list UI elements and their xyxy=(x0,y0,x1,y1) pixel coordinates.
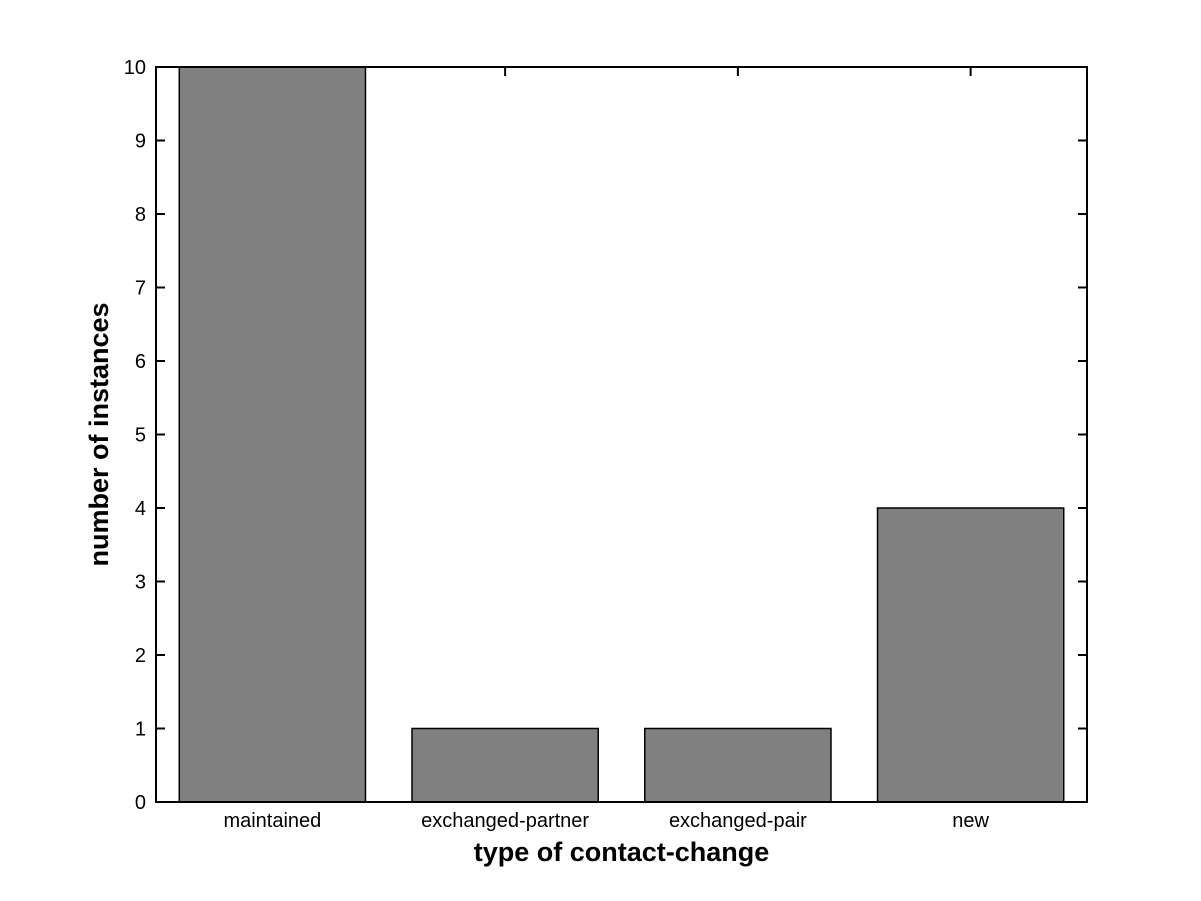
bar-exchanged-partner xyxy=(411,727,599,803)
bar-new xyxy=(876,507,1065,803)
x-tick-label: new xyxy=(952,810,989,832)
y-tick-label: 7 xyxy=(135,278,146,300)
y-axis-label: number of instances xyxy=(84,302,114,567)
y-tick-label: 10 xyxy=(124,57,146,79)
bar-exchanged-pair xyxy=(644,727,832,803)
x-tick-label: maintained xyxy=(223,810,321,832)
y-tick-label: 4 xyxy=(135,498,146,520)
y-tick-label: 2 xyxy=(135,645,146,667)
y-tick-label: 3 xyxy=(135,572,146,594)
axes-box xyxy=(155,66,1088,803)
y-tick-label: 8 xyxy=(135,204,146,226)
y-tick-label: 5 xyxy=(135,425,146,447)
x-tick-label: exchanged-partner xyxy=(421,810,589,832)
x-tick-label: exchanged-pair xyxy=(669,810,807,832)
x-axis-label: type of contact-change xyxy=(473,837,770,867)
y-tick-label: 0 xyxy=(135,792,146,814)
bar-maintained xyxy=(178,66,367,803)
y-tick-label: 9 xyxy=(135,131,146,153)
y-tick-label: 6 xyxy=(135,351,146,373)
y-tick-label: 1 xyxy=(135,719,146,741)
